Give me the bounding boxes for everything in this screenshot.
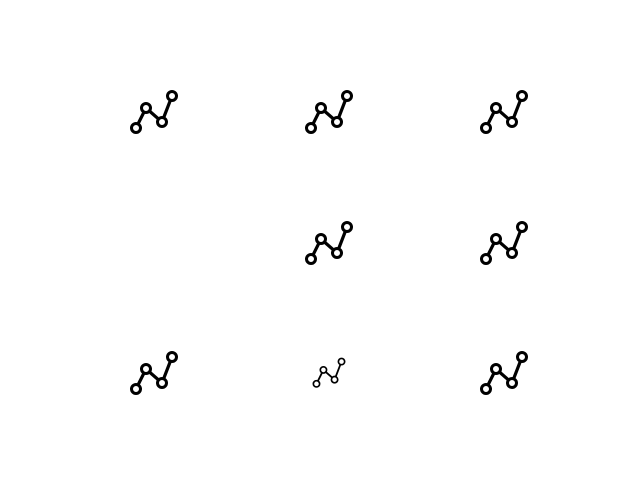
line-chart-icon	[480, 349, 528, 395]
line-chart-icon-small	[312, 356, 346, 388]
line-chart-icon	[480, 88, 528, 134]
line-chart-icon	[305, 219, 353, 265]
line-chart-icon	[130, 88, 178, 134]
line-chart-icon	[130, 349, 178, 395]
line-chart-icon	[480, 219, 528, 265]
line-chart-icon	[305, 88, 353, 134]
